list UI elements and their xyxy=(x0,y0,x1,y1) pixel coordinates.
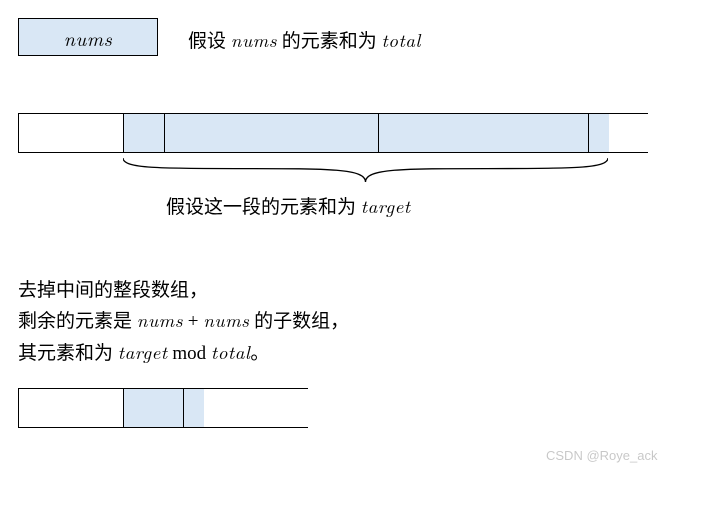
bar-segment xyxy=(204,389,309,427)
explanation-paragraph: 去掉中间的整段数组， 剩余的元素是 nums + nums 的子数组， 其元素和… xyxy=(18,276,349,368)
math-nums-3: nums xyxy=(203,306,249,333)
math-nums: nums xyxy=(231,26,277,53)
brace xyxy=(123,156,608,184)
para-l3a: 其元素和为 xyxy=(18,343,118,364)
bar-segment xyxy=(124,114,164,152)
math-nums-2: nums xyxy=(137,306,183,333)
bar-segment xyxy=(184,389,204,427)
para-line-1: 去掉中间的整段数组， xyxy=(18,276,349,305)
nums-box-label: nums xyxy=(64,23,113,52)
math-total: total xyxy=(381,26,420,53)
array-bar-short xyxy=(18,388,308,428)
array-bar-long xyxy=(18,113,648,153)
bar-segment xyxy=(124,389,184,427)
para-l3b: 。 xyxy=(250,343,269,364)
bar-segment xyxy=(19,389,124,427)
bar-segment xyxy=(609,114,649,152)
para-plus: + xyxy=(183,311,203,332)
caption-target: 假设这一段的元素和为 target xyxy=(166,192,411,219)
bar-segment xyxy=(19,114,124,152)
caption-target-prefix: 假设这一段的元素和为 xyxy=(166,197,361,218)
para-l2b: 的子数组， xyxy=(249,311,349,332)
bar-segment xyxy=(164,114,379,152)
para-l2a: 剩余的元素是 xyxy=(18,311,137,332)
caption-total: 假设 nums 的元素和为 total xyxy=(188,26,421,53)
math-total-2: total xyxy=(211,338,250,365)
brace-icon xyxy=(123,156,608,184)
bar-segment xyxy=(589,114,609,152)
bar-segment xyxy=(379,114,589,152)
caption-total-mid: 的元素和为 xyxy=(277,31,382,52)
para-line-2: 剩余的元素是 nums + nums 的子数组， xyxy=(18,305,349,336)
diagram-stage: nums 假设 nums 的元素和为 total 假设这一段的元素和为 targ… xyxy=(18,18,686,488)
math-target-2: target xyxy=(118,338,168,365)
caption-total-prefix: 假设 xyxy=(188,31,231,52)
nums-box: nums xyxy=(18,18,158,56)
watermark: CSDN @Roye_ack xyxy=(546,448,657,463)
para-mod: mod xyxy=(168,343,211,364)
para-line-3: 其元素和为 target mod total。 xyxy=(18,337,349,368)
math-target: target xyxy=(361,192,411,219)
